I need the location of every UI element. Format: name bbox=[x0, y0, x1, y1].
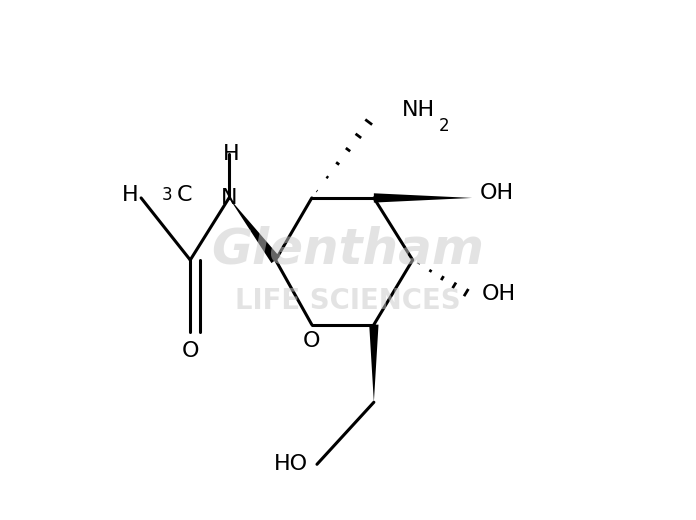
Text: 2: 2 bbox=[438, 116, 449, 135]
Text: LIFE SCIENCES: LIFE SCIENCES bbox=[235, 288, 461, 315]
Polygon shape bbox=[369, 324, 379, 402]
Polygon shape bbox=[229, 198, 280, 263]
Text: 3: 3 bbox=[161, 186, 173, 204]
Text: C: C bbox=[176, 185, 192, 205]
Polygon shape bbox=[374, 193, 472, 203]
Text: N: N bbox=[221, 188, 237, 208]
Text: H: H bbox=[122, 185, 139, 205]
Text: Glentham: Glentham bbox=[212, 226, 484, 274]
Text: H: H bbox=[223, 144, 240, 164]
Text: O: O bbox=[182, 341, 199, 360]
Text: NH: NH bbox=[402, 100, 436, 120]
Text: OH: OH bbox=[482, 283, 516, 304]
Text: HO: HO bbox=[274, 454, 308, 474]
Text: OH: OH bbox=[480, 183, 514, 203]
Text: O: O bbox=[303, 331, 321, 351]
